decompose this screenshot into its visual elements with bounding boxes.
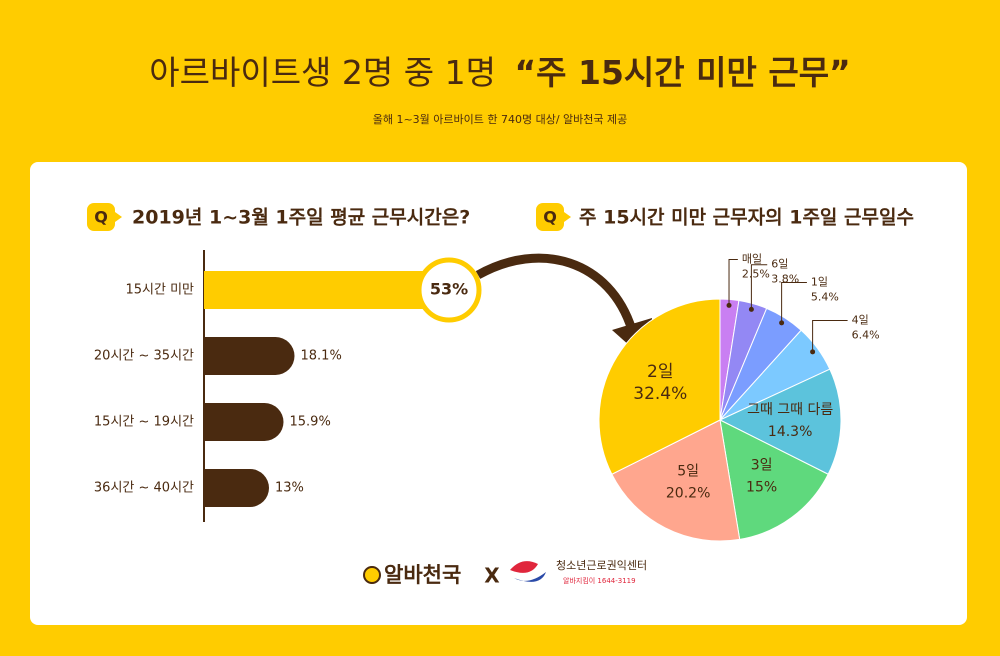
subtitle: 올해 1~3월 아르바이트 한 740명 대상/ 알바천국 제공 bbox=[373, 112, 628, 126]
value-label: 18.1% bbox=[301, 349, 342, 364]
slice-label: 3일 bbox=[751, 458, 773, 474]
chart-title: 2019년 1~3월 1주일 평균 근무시간은? bbox=[132, 207, 470, 229]
value-badge bbox=[416, 257, 482, 323]
slice-label: 2일 bbox=[647, 362, 673, 382]
pie-slice bbox=[719, 419, 829, 540]
slice-value: 20.2% bbox=[666, 486, 710, 502]
slice-value: 15% bbox=[746, 480, 777, 496]
q-badge: Q bbox=[543, 208, 557, 227]
slice-value: 2.5% bbox=[742, 267, 770, 280]
leader-dot bbox=[726, 302, 732, 308]
headline: 아르바이트생 2명 중 1명 “주 15시간 미만 근무” bbox=[149, 53, 851, 92]
headline-highlight: “주 15시간 미만 근무” bbox=[514, 53, 850, 92]
chart-title: 주 15시간 미만 근무자의 1주일 근무일수 bbox=[579, 207, 914, 229]
category-label: 15시간 ~ 19시간 bbox=[94, 415, 194, 430]
category-label: 15시간 미만 bbox=[125, 283, 194, 298]
bar bbox=[204, 403, 284, 441]
category-label: 36시간 ~ 40시간 bbox=[94, 481, 194, 496]
slice-value: 32.4% bbox=[633, 384, 687, 404]
q-badge: Q bbox=[94, 208, 108, 227]
leader-line bbox=[781, 282, 807, 323]
slice-label: 1일 bbox=[811, 275, 828, 289]
slice-value: 6.4% bbox=[852, 328, 880, 341]
value-label: 53% bbox=[430, 280, 468, 299]
headline-text: 아르바이트생 2명 중 1명 bbox=[149, 53, 496, 92]
slice-value: 14.3% bbox=[768, 424, 812, 440]
leader-line bbox=[750, 264, 768, 310]
pie-slice bbox=[598, 298, 721, 475]
pie-slice bbox=[718, 368, 842, 475]
partner-icon bbox=[510, 561, 538, 573]
slice-label: 5일 bbox=[677, 464, 699, 480]
pie-slice bbox=[611, 419, 741, 542]
value-label: 15.9% bbox=[290, 415, 331, 430]
hotline: 알바지킴이 1644-3119 bbox=[563, 576, 636, 585]
partner: 청소년근로권익센터 bbox=[556, 559, 647, 572]
q-badge-tip bbox=[564, 212, 571, 222]
partner-icon bbox=[514, 572, 546, 582]
leader-dot bbox=[748, 306, 754, 312]
leader-dot bbox=[810, 349, 816, 355]
leader-line bbox=[728, 258, 738, 306]
slice-label: 그때 그때 다름 bbox=[747, 402, 833, 418]
slice-label: 6일 bbox=[771, 257, 788, 271]
category-label: 20시간 ~ 35시간 bbox=[94, 349, 194, 364]
q-badge-bg bbox=[536, 203, 564, 231]
bar bbox=[204, 271, 469, 309]
brand-icon bbox=[363, 566, 381, 584]
slice-label: 매일 bbox=[742, 251, 762, 265]
separator: X bbox=[484, 564, 500, 588]
slice-value: 3.8% bbox=[771, 273, 799, 286]
leader-dot bbox=[779, 320, 785, 326]
q-badge-tip bbox=[115, 212, 122, 222]
leader-line bbox=[812, 319, 848, 352]
bar bbox=[204, 469, 269, 507]
arrow bbox=[475, 253, 637, 332]
slice-value: 5.4% bbox=[811, 291, 839, 304]
q-badge-bg bbox=[87, 203, 115, 231]
value-label: 13% bbox=[275, 481, 304, 496]
brand: 알바천국 bbox=[384, 563, 461, 587]
bar bbox=[204, 337, 295, 375]
slice-label: 4일 bbox=[852, 312, 869, 326]
